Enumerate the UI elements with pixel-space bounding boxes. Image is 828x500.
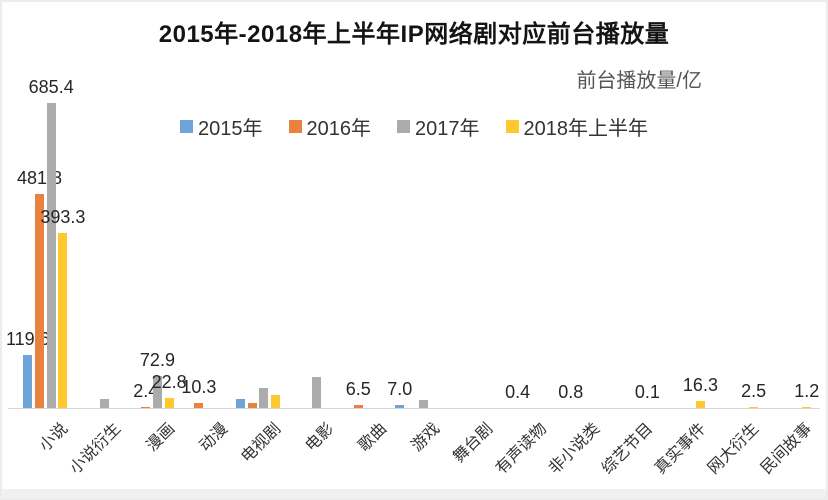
data-label-漫画: 72.9 [139,350,175,370]
legend-item-0: 2015年 [180,112,263,141]
data-label-小说: 393.3 [40,207,86,227]
bar-2017年-漫画 [152,376,162,408]
legend-swatch-icon [288,120,302,133]
y-axis-unit-label: 前台播放量/亿 [576,70,702,92]
page-bottom-strip [0,489,828,500]
bar-2018年上半年-网大衍生 [749,407,759,408]
data-label-漫画: 22.8 [151,372,187,392]
chart-legend: 2015年 2016年 2017年 2018年上半年 [0,112,828,141]
bar-2016年-动漫 [194,403,204,408]
bar-2015年-游戏 [395,405,405,408]
legend-swatch-icon [180,120,193,133]
bar-2016年-歌曲 [353,405,363,408]
legend-item-3: 2018年上半年 [505,112,649,141]
bar-2017年-小说 [46,103,56,408]
x-axis-line [8,408,820,409]
legend-label: 2016年 [306,118,372,140]
data-label-民间故事: 1.2 [794,381,820,401]
bar-2017年-电影 [312,377,322,408]
bar-2018年上半年-民间故事 [802,407,812,408]
bar-2016年-漫画 [141,407,151,408]
chart-title: 2015年-2018年上半年IP网络剧对应前台播放量 [158,21,670,48]
bar-2018年上半年-漫画 [164,398,174,408]
legend-label: 2017年 [415,118,480,140]
bar-2017年-游戏 [418,400,428,408]
bar-2018年上半年-小说 [58,233,68,408]
legend-label: 2015年 [198,118,263,140]
data-label-有声读物: 0.4 [505,382,531,402]
data-label-歌曲: 6.5 [345,379,371,399]
data-label-动漫: 10.3 [181,377,217,397]
bar-2016年-电视剧 [247,403,257,408]
bar-2015年-电视剧 [235,399,245,408]
data-label-小说: 685.4 [28,77,74,97]
data-label-漫画: 2.4 [133,381,159,401]
data-label-小说: 481.8 [16,168,63,188]
legend-item-1: 2016年 [288,112,372,141]
data-label-真实事件: 16.3 [682,375,718,395]
data-label-综艺节目: 0.1 [634,382,660,402]
bar-2015年-小说 [23,355,33,408]
data-label-网大衍生: 2.5 [741,381,767,401]
bar-2018年上半年-真实事件 [695,401,705,408]
bar-2017年-小说衍生 [99,399,109,408]
bar-2017年-电视剧 [259,388,269,408]
bar-2016年-小说 [35,194,44,408]
legend-swatch-icon [505,120,519,133]
legend-swatch-icon [397,120,410,133]
data-label-非小说类: 0.8 [558,382,584,402]
data-label-游戏: 7.0 [387,379,413,399]
legend-label: 2018年上半年 [523,118,649,140]
bar-2018年上半年-电视剧 [270,395,280,408]
legend-item-2: 2017年 [397,112,480,141]
